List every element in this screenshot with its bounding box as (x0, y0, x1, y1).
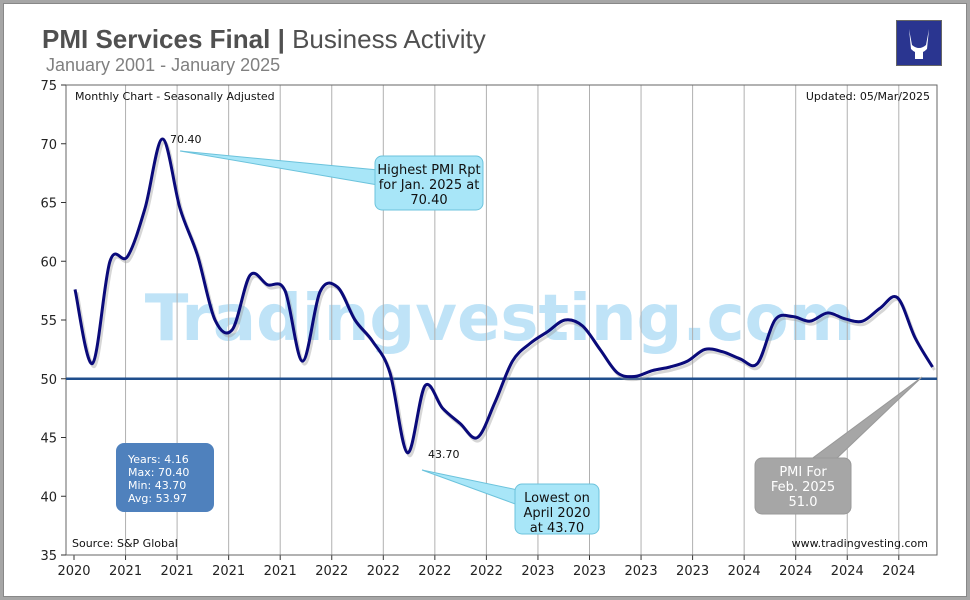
x-tick-label: 2024 (779, 564, 812, 579)
high-callout-box (374, 155, 484, 211)
high-callout-text: Highest PMI Rpt (377, 163, 480, 178)
pmi-series-line (73, 137, 934, 455)
low-callout-box (514, 483, 600, 535)
x-tick-label: 2022 (418, 564, 451, 579)
high-callout-text: for Jan. 2025 at (379, 178, 480, 193)
watermark: Tradingvesting.com (145, 282, 856, 356)
y-tick-label: 35 (40, 549, 57, 564)
stats-text: Min: 43.70 (128, 479, 186, 492)
x-tick-label: 2021 (212, 564, 245, 579)
last-callout-box (754, 457, 852, 515)
x-tick-label: 2022 (315, 564, 348, 579)
x-tick-label: 2023 (573, 564, 606, 579)
last-callout-text: 51.0 (789, 495, 818, 510)
source-note: Source: S&P Global (72, 537, 178, 550)
chart-title: PMI Services Final | Business Activity (42, 24, 486, 54)
x-tick-label: 2020 (57, 564, 90, 579)
y-tick-label: 45 (40, 432, 57, 447)
y-tick-label: 75 (40, 79, 57, 94)
max-label: 70.40 (170, 133, 202, 146)
x-tick-label: 2021 (109, 564, 142, 579)
x-tick-label: 2021 (161, 564, 194, 579)
x-tick-label: 2022 (367, 564, 400, 579)
x-tick-label: 2024 (882, 564, 915, 579)
y-tick-label: 60 (40, 255, 57, 270)
low-callout-pointer (421, 469, 519, 506)
y-tick-label: 70 (40, 138, 57, 153)
high-callout-text: 70.40 (410, 193, 447, 208)
y-tick-label: 65 (40, 197, 57, 212)
low-callout-text: Lowest on (524, 491, 590, 506)
x-tick-label: 2024 (831, 564, 864, 579)
min-label: 43.70 (428, 448, 460, 461)
last-callout-text: Feb. 2025 (771, 480, 835, 495)
bull-horns-logo (896, 20, 942, 66)
x-tick-label: 2021 (264, 564, 297, 579)
stats-text: Avg: 53.97 (128, 492, 187, 505)
y-tick-label: 50 (40, 373, 57, 388)
x-tick-label: 2022 (470, 564, 503, 579)
high-callout-pointer (179, 150, 379, 186)
website-note: www.tradingvesting.com (792, 537, 928, 550)
low-callout-text: at 43.70 (530, 521, 584, 536)
stats-text: Max: 70.40 (128, 466, 189, 479)
y-tick-label: 40 (40, 490, 57, 505)
x-tick-label: 2023 (625, 564, 658, 579)
x-tick-label: 2023 (676, 564, 709, 579)
y-tick-label: 55 (40, 314, 57, 329)
x-tick-label: 2023 (521, 564, 554, 579)
x-tick-label: 2024 (728, 564, 761, 579)
low-callout-text: April 2020 (524, 506, 591, 521)
stats-box (116, 443, 214, 512)
top-left-note: Monthly Chart - Seasonally Adjusted (75, 90, 275, 103)
last-callout-pointer (808, 376, 923, 461)
updated-note: Updated: 05/Mar/2025 (806, 90, 930, 103)
chart-subtitle: January 2001 - January 2025 (46, 55, 281, 75)
stats-text: Years: 4.16 (127, 453, 189, 466)
last-callout-text: PMI For (779, 465, 827, 480)
